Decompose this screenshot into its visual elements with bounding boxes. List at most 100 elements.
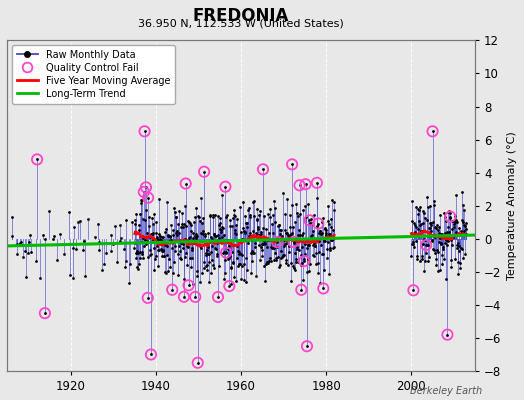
Point bbox=[160, 229, 169, 236]
Point bbox=[152, 235, 161, 242]
Point bbox=[155, 196, 163, 202]
Point bbox=[234, 262, 242, 269]
Point bbox=[458, 254, 467, 261]
Point bbox=[194, 242, 203, 248]
Point bbox=[180, 294, 188, 300]
Point bbox=[443, 332, 452, 338]
Point bbox=[159, 247, 168, 253]
Point bbox=[324, 203, 332, 209]
Point bbox=[282, 230, 291, 236]
Point bbox=[419, 220, 428, 226]
Point bbox=[201, 232, 210, 239]
Point bbox=[220, 232, 228, 238]
Point bbox=[287, 278, 296, 284]
Point bbox=[233, 216, 241, 222]
Point bbox=[237, 276, 245, 283]
Point bbox=[219, 238, 227, 244]
Point bbox=[138, 197, 147, 204]
Point bbox=[232, 230, 240, 237]
Point bbox=[450, 221, 458, 228]
Point bbox=[12, 242, 20, 248]
Point bbox=[457, 228, 465, 234]
Point bbox=[260, 238, 268, 245]
Point bbox=[420, 267, 428, 274]
Point bbox=[276, 227, 284, 233]
Point bbox=[330, 207, 338, 214]
Point bbox=[298, 260, 306, 266]
Point bbox=[179, 240, 188, 247]
Point bbox=[288, 202, 296, 208]
Point bbox=[442, 218, 450, 224]
Point bbox=[181, 180, 190, 187]
Point bbox=[302, 238, 310, 244]
Point bbox=[192, 205, 200, 212]
Point bbox=[278, 232, 286, 239]
Point bbox=[137, 239, 145, 245]
Point bbox=[211, 245, 220, 252]
Point bbox=[204, 229, 212, 236]
Point bbox=[243, 223, 252, 230]
Point bbox=[426, 225, 434, 231]
Point bbox=[325, 245, 334, 251]
Point bbox=[411, 222, 419, 228]
Point bbox=[224, 256, 232, 262]
Point bbox=[292, 210, 301, 216]
Point bbox=[180, 294, 188, 300]
Point bbox=[310, 240, 318, 247]
Point bbox=[458, 189, 466, 196]
Point bbox=[445, 208, 453, 214]
Point bbox=[192, 235, 201, 242]
Point bbox=[241, 229, 249, 236]
Point bbox=[266, 206, 274, 212]
Point bbox=[294, 232, 303, 238]
Point bbox=[236, 204, 244, 210]
Point bbox=[142, 240, 150, 247]
Point bbox=[214, 222, 223, 228]
Point bbox=[225, 283, 234, 289]
Point bbox=[222, 249, 231, 256]
Point bbox=[185, 219, 193, 226]
Point bbox=[156, 236, 165, 242]
Point bbox=[170, 204, 179, 211]
Point bbox=[220, 276, 228, 282]
Point bbox=[242, 220, 250, 226]
Point bbox=[133, 248, 141, 254]
Point bbox=[168, 286, 177, 293]
Point bbox=[154, 246, 162, 253]
Point bbox=[131, 221, 139, 227]
Point bbox=[456, 245, 465, 251]
Point bbox=[186, 254, 194, 261]
Point bbox=[432, 225, 441, 232]
Point bbox=[132, 211, 140, 217]
Point bbox=[8, 214, 16, 221]
Point bbox=[450, 212, 458, 219]
Point bbox=[325, 231, 333, 237]
Point bbox=[171, 248, 180, 254]
Point bbox=[138, 255, 147, 262]
Point bbox=[223, 246, 232, 252]
Point bbox=[207, 270, 215, 276]
Point bbox=[132, 254, 140, 261]
Point bbox=[222, 249, 231, 256]
Point bbox=[136, 200, 145, 206]
Point bbox=[254, 232, 262, 238]
Point bbox=[313, 180, 321, 186]
Point bbox=[158, 234, 167, 241]
Point bbox=[199, 215, 207, 221]
Point bbox=[174, 220, 182, 227]
Point bbox=[263, 244, 271, 250]
Point bbox=[193, 360, 202, 366]
Point bbox=[224, 254, 233, 261]
Point bbox=[294, 259, 302, 266]
Point bbox=[293, 246, 301, 252]
Point bbox=[188, 245, 196, 251]
Point bbox=[307, 238, 315, 244]
Point bbox=[158, 248, 167, 255]
Point bbox=[288, 230, 297, 236]
Point bbox=[297, 286, 305, 293]
Point bbox=[203, 262, 211, 268]
Point bbox=[184, 218, 192, 224]
Point bbox=[199, 231, 208, 238]
Point bbox=[181, 236, 189, 242]
Point bbox=[116, 222, 125, 228]
